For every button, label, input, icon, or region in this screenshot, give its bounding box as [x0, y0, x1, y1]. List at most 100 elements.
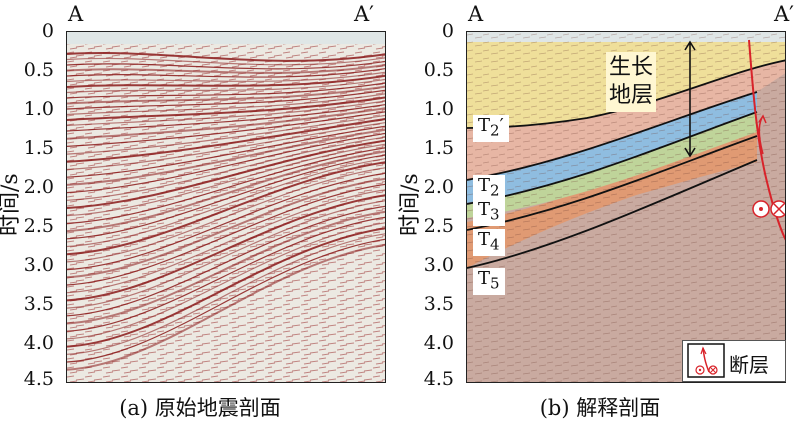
y-tick: 3.5	[423, 293, 454, 315]
seismic-section-interpreted: 生长 地层 T2′ T2 T3 T4 T5	[466, 31, 786, 383]
y-tick: 1.5	[423, 137, 454, 159]
reflector-line	[67, 150, 385, 233]
growth-strata-label: 生长 地层	[606, 52, 657, 112]
reflector-line	[67, 125, 385, 178]
reflector-line	[67, 128, 385, 186]
reflector-line	[67, 93, 385, 116]
reflector-line	[67, 243, 385, 371]
reflector-line	[67, 200, 385, 309]
reflector-line	[67, 216, 385, 332]
reflector-line	[67, 147, 385, 224]
y-tick: 3.5	[23, 293, 54, 315]
y-axis-label: 时间/s	[398, 173, 423, 236]
y-tick: 3.0	[23, 254, 54, 276]
reflector-line	[67, 136, 385, 201]
reflector-line	[67, 233, 385, 355]
horizon-label-t2-prime: T2′	[473, 115, 509, 142]
fault-legend-icon	[687, 343, 725, 378]
growth-thickness-arrow	[684, 40, 696, 158]
y-tick: 2.0	[423, 176, 454, 198]
y-tick: 4.0	[423, 332, 454, 354]
reflector-line	[67, 189, 385, 294]
y-tick: 1.0	[23, 98, 54, 120]
growth-strata-line1: 生长	[609, 55, 654, 80]
reflector-line	[67, 183, 385, 286]
corner-label-a: A	[68, 2, 84, 26]
reflector-line	[67, 132, 385, 194]
reflector-line	[67, 118, 385, 163]
reflector-line	[67, 60, 385, 70]
seismic-section-raw	[66, 31, 386, 383]
reflector-line	[67, 114, 385, 155]
reflector-line	[67, 96, 385, 121]
reflector-line	[67, 107, 385, 140]
y-tick: 2.5	[423, 215, 454, 237]
y-tick: 4.5	[423, 368, 454, 390]
reflector-lines	[67, 52, 385, 371]
reflector-line	[67, 89, 385, 110]
y-tick: 2.5	[23, 215, 54, 237]
caption-b: (b) 解释剖面	[539, 396, 661, 420]
reflector-line	[67, 143, 385, 217]
fault-slip-arrow	[758, 114, 767, 155]
corner-label-a: A	[468, 2, 484, 26]
reflector-line	[67, 74, 385, 88]
reflector-line	[67, 172, 385, 271]
reflector-line	[67, 100, 385, 127]
horizon-t2	[467, 91, 758, 181]
reflector-line	[67, 222, 385, 340]
reflector-line	[67, 161, 385, 256]
y-tick: 0.5	[23, 59, 54, 81]
y-tick: 0	[41, 20, 54, 42]
reflector-line	[67, 82, 385, 99]
panel-interpreted: A A′ 0 0.5 1.0 1.5 2.0 2.5 3.0 3.5 4.0 4…	[398, 0, 800, 422]
reflector-line	[67, 71, 385, 83]
fault-motion-symbols	[752, 200, 785, 218]
reflector-line	[67, 205, 385, 317]
y-axis-label: 时间/s	[0, 173, 23, 236]
growth-strata-line2: 地层	[609, 83, 654, 108]
panel-original-seismic: A A′ 0 0.5 1.0 1.5 2.0 2.5 3.0 3.5 4.0 4…	[0, 2, 386, 420]
seismic-image-raw	[67, 32, 385, 382]
reflector-line	[67, 52, 385, 62]
horizon-label-t2: T2	[473, 175, 505, 202]
fault-line	[748, 39, 785, 241]
horizon-t4	[467, 135, 758, 231]
legend: 断层	[682, 340, 786, 382]
y-tick: 1.5	[23, 137, 54, 159]
y-tick: 1.0	[423, 98, 454, 120]
reflector-line	[67, 227, 385, 348]
horizon-t3	[467, 111, 758, 205]
horizon-label-t4: T4	[473, 229, 505, 256]
reflector-line	[67, 122, 385, 171]
caption-a: (a) 原始地震剖面	[119, 396, 281, 420]
reflector-line	[67, 85, 385, 105]
reflector-line	[67, 158, 385, 248]
horizon-label-t3: T3	[473, 199, 505, 226]
reflector-line	[67, 238, 385, 363]
reflector-line	[67, 154, 385, 240]
reflector-line	[67, 177, 385, 279]
horizon-label-t5: T5	[473, 268, 505, 295]
reflector-line	[67, 194, 385, 302]
reflector-line	[67, 57, 385, 66]
reflector-line	[67, 104, 385, 132]
reflector-line	[67, 139, 385, 209]
reflector-line	[67, 210, 385, 325]
reflector-line	[67, 111, 385, 147]
y-tick: 0.5	[423, 59, 454, 81]
y-tick: 4.0	[23, 332, 54, 354]
y-tick: 2.0	[23, 176, 54, 198]
y-tick: 3.0	[423, 254, 454, 276]
y-tick: 4.5	[23, 368, 54, 390]
reflector-line	[67, 64, 385, 74]
reflector-line	[67, 78, 385, 94]
corner-label-a-prime: A′	[774, 2, 794, 26]
interpretation-image	[467, 32, 785, 382]
reflector-line	[67, 68, 385, 78]
y-tick: 0	[441, 20, 454, 42]
legend-label: 断层	[729, 353, 769, 377]
reflector-line	[67, 167, 385, 263]
corner-label-a-prime: A′	[354, 2, 374, 26]
horizon-t5	[467, 159, 758, 269]
